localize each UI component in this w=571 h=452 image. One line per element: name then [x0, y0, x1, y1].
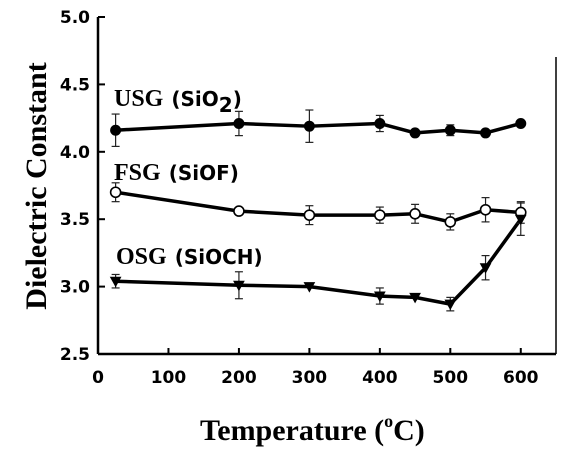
series-line-fsg	[115, 190, 521, 224]
y-tick-label: 4.0	[60, 143, 90, 163]
data-point-usg	[374, 117, 386, 129]
data-point-osg	[514, 214, 527, 226]
data-point-usg	[303, 120, 315, 132]
data-point-fsg	[109, 186, 122, 199]
data-markers	[109, 117, 527, 311]
series-label-fsg: FSG (SiOF)	[114, 160, 239, 186]
data-point-fsg	[233, 205, 245, 217]
x-tick-label: 500	[433, 368, 469, 388]
data-point-fsg	[479, 203, 492, 216]
x-tick-label: 200	[221, 368, 257, 388]
series-line-usg	[115, 121, 522, 135]
y-tick-labels: 2.5 3.0 3.5 4.0 4.5 5.0	[60, 8, 90, 365]
plot-frame	[96, 17, 557, 356]
data-point-usg	[480, 127, 492, 139]
data-point-usg	[515, 117, 527, 129]
series-label-usg: USG (SiO2)	[114, 86, 242, 117]
x-axis-title: Temperature (oC)	[200, 411, 425, 447]
series-label-osg: OSG (SiOCH)	[116, 244, 263, 270]
x-tick-label: 100	[151, 368, 187, 388]
data-point-osg	[444, 299, 457, 311]
data-point-osg	[479, 263, 492, 274]
series-line-osg	[115, 218, 523, 306]
x-tick-labels: 0 100 200 300 400 500 600	[92, 368, 539, 388]
x-tick-label: 0	[92, 368, 104, 388]
x-tick-label: 600	[503, 368, 539, 388]
data-point-usg	[444, 124, 456, 136]
x-tick-label: 400	[362, 368, 398, 388]
y-tick-label: 3.0	[60, 278, 90, 298]
data-point-usg	[233, 117, 245, 129]
y-tick-label: 3.5	[60, 210, 90, 230]
data-point-osg	[233, 280, 245, 292]
y-tick-label: 2.5	[60, 345, 90, 365]
series-lines	[115, 121, 523, 306]
data-point-osg	[303, 282, 316, 293]
data-point-usg	[110, 124, 122, 136]
data-point-osg	[373, 291, 386, 303]
data-point-osg	[409, 292, 421, 304]
data-point-fsg	[374, 209, 386, 221]
data-point-fsg	[303, 209, 316, 221]
y-tick-label: 5.0	[60, 8, 90, 28]
y-axis-title: Dielectric Constant	[20, 62, 53, 309]
axis-ticks	[97, 16, 522, 355]
data-point-osg	[109, 276, 122, 288]
data-point-fsg	[409, 208, 421, 220]
x-tick-label: 300	[292, 368, 328, 388]
y-tick-label: 4.5	[60, 75, 90, 95]
data-point-usg	[409, 127, 421, 139]
data-point-fsg	[444, 216, 457, 228]
